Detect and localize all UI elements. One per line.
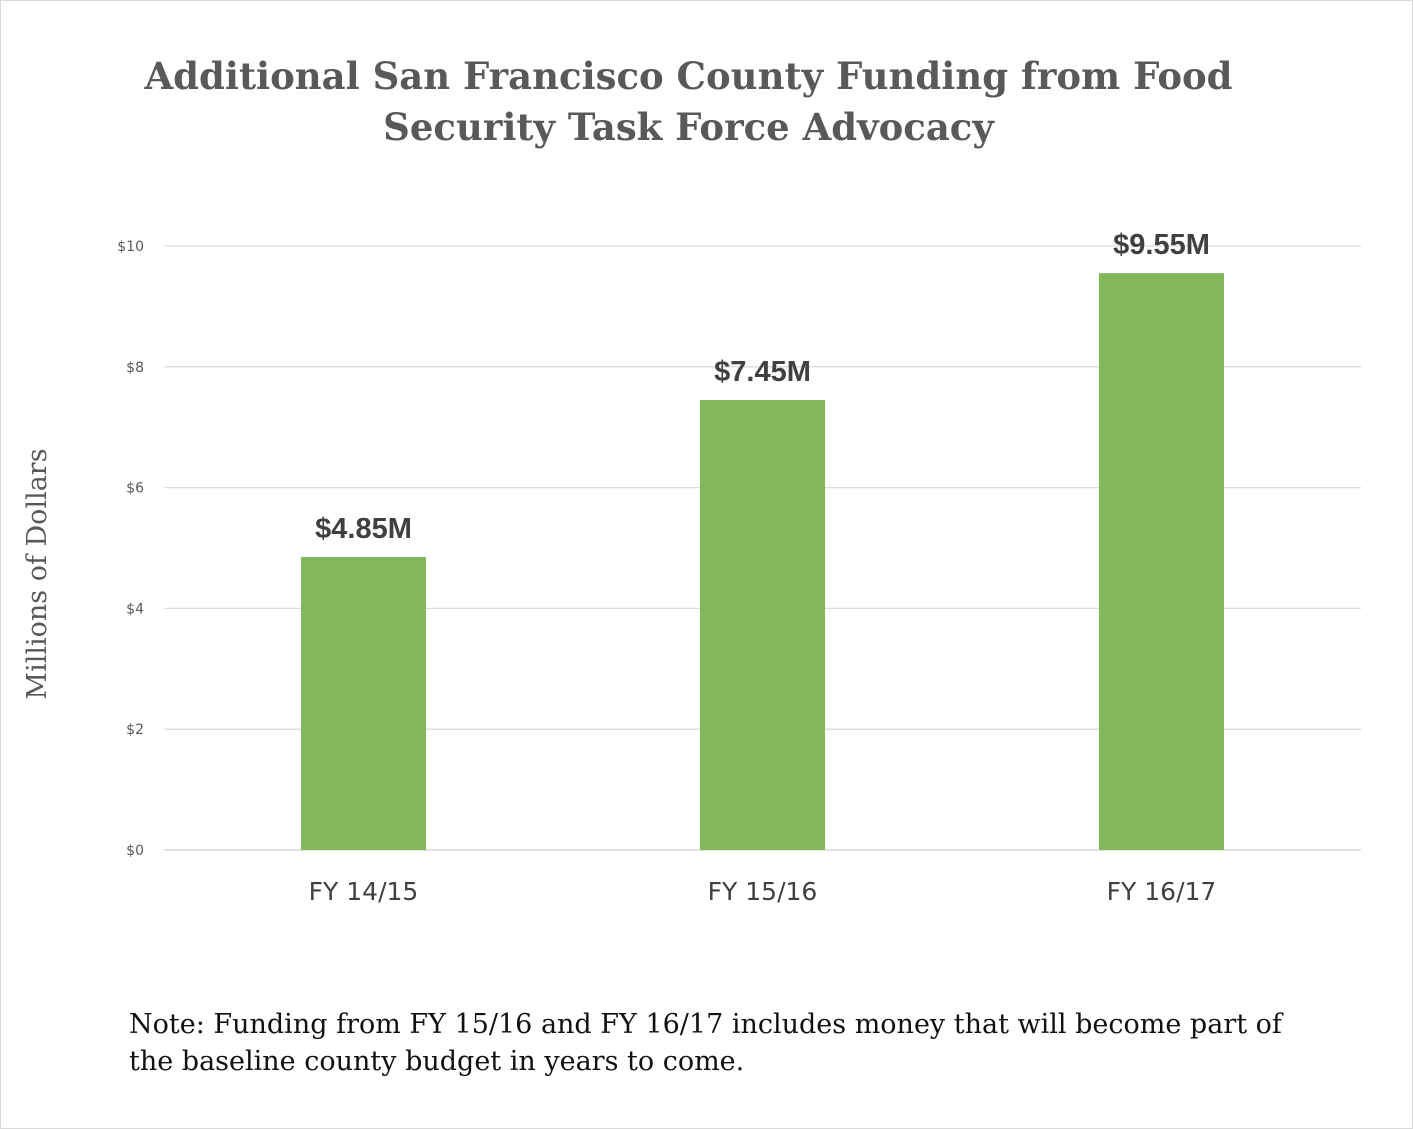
y-tick-label: $6: [126, 481, 144, 497]
chart-note: Note: Funding from FY 15/16 and FY 16/17…: [129, 1009, 1282, 1077]
chart-title: Additional San Francisco County Funding …: [144, 54, 1233, 149]
data-label: $7.45M: [714, 356, 811, 388]
data-label: $4.85M: [315, 513, 412, 545]
bar: [700, 400, 825, 850]
bar: [1099, 273, 1224, 850]
y-tick-label: $2: [126, 722, 144, 738]
y-tick-label: $8: [126, 360, 144, 376]
y-axis-label: Millions of Dollars: [22, 448, 53, 699]
bar: [301, 557, 426, 850]
data-label: $9.55M: [1113, 229, 1210, 261]
y-tick-label: $4: [126, 601, 144, 617]
y-tick-label: $10: [117, 239, 144, 255]
y-tick-label: $0: [126, 843, 144, 859]
x-tick-label: FY 16/17: [1107, 877, 1217, 906]
x-tick-label: FY 14/15: [309, 877, 419, 906]
x-tick-label: FY 15/16: [708, 877, 818, 906]
